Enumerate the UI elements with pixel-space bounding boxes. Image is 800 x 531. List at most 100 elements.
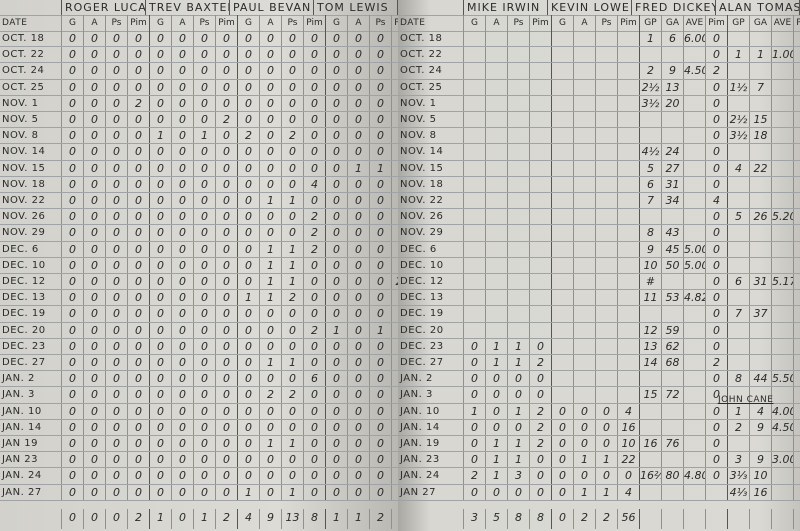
stat-cell: 1 [596, 452, 618, 468]
date-spacer [0, 0, 62, 15]
stat-cell: 0 [260, 403, 282, 419]
stat-cell: 0 [348, 31, 370, 47]
stat-cell: 0 [106, 47, 128, 63]
stat-cell: 0 [216, 241, 238, 257]
stat-cell [750, 193, 772, 209]
stat-cell: 0 [150, 257, 172, 273]
stat-cell: 0 [706, 225, 728, 241]
stat-cell [552, 290, 574, 306]
stat-cell: 0 [260, 31, 282, 47]
date-cell: DEC. 12 [0, 274, 62, 290]
stat-cell: 0 [326, 290, 348, 306]
table-row: NOV. 10002000000000000 [0, 95, 398, 112]
stat-cell [464, 241, 486, 257]
stat-cell: 0 [128, 371, 150, 387]
stat-cell: 1 [260, 193, 282, 209]
stat-cell [530, 47, 552, 63]
date-cell: DEC. 23 [398, 338, 464, 354]
stat-cell: 0 [150, 31, 172, 47]
stat-cell: 0 [62, 468, 84, 484]
stat-cell [596, 322, 618, 338]
stat-cell [596, 371, 618, 387]
stat-cell: 0 [326, 112, 348, 128]
stat-cell [772, 355, 794, 371]
stat-cell [596, 176, 618, 192]
stat-cell: 3.00 [772, 452, 794, 468]
stat-cell: 0 [238, 47, 260, 63]
stat-cell: 43 [662, 225, 684, 241]
stat-cell: 2 [282, 128, 304, 144]
stat-cell: 0 [172, 290, 194, 306]
stat-cell: 0 [370, 79, 392, 95]
stat-cell: 0 [574, 419, 596, 435]
date-cell: NOV. 1 [398, 95, 464, 111]
stat-cell: 0 [464, 387, 486, 403]
stat-cell: 0 [128, 144, 150, 160]
stat-cell [464, 274, 486, 290]
stat-cell [728, 387, 750, 403]
stat-cell [772, 387, 794, 403]
date-cell: OCT. 25 [0, 79, 62, 95]
stat-cell: 0 [794, 128, 800, 143]
stat-cell [486, 274, 508, 290]
total-cell: 5 [486, 508, 508, 529]
stat-cell: 4 [728, 160, 750, 176]
stat-cell [596, 128, 618, 144]
stat-cell: 15 [750, 112, 772, 128]
stat-cell: 2 [728, 419, 750, 435]
stat-cell: 1 [150, 128, 172, 144]
stat-cell: 0 [172, 95, 194, 111]
date-cell: NOV. 15 [398, 160, 464, 176]
stat-cell: 0 [282, 403, 304, 419]
stat-cell: 1 [728, 47, 750, 63]
stat-cell [552, 47, 574, 63]
stat-cell: 2 [304, 209, 326, 225]
stat-cell [552, 176, 574, 192]
stat-cell: 0 [128, 209, 150, 225]
stat-cell: 0 [62, 225, 84, 241]
table-row: JAN 27 0 0 0 0 0 1 1 4 4⅓ 16 [398, 484, 800, 501]
stat-cell: 0 [260, 112, 282, 128]
column-header: G [464, 15, 486, 31]
total-cell: 1 [348, 508, 370, 529]
table-row: OCT. 250000000000000000 [0, 79, 398, 96]
stat-cell [728, 322, 750, 338]
stat-cell [530, 209, 552, 225]
stat-cell: 0 [62, 436, 84, 452]
stat-cell: 0 [464, 338, 486, 354]
stat-cell: 0 [370, 306, 392, 322]
stat-cell: 0 [304, 144, 326, 160]
stat-cell [684, 112, 706, 128]
stat-cell: 0 [574, 468, 596, 484]
stat-cell [486, 95, 508, 111]
stat-cell: 0 [530, 371, 552, 387]
table-row: NOV. 140000000000000000 [0, 144, 398, 161]
stat-cell: 0 [530, 452, 552, 468]
date-cell: NOV. 8 [0, 128, 62, 144]
total-cell: 9 [260, 508, 282, 529]
stat-cell: 0 [84, 112, 106, 128]
stat-cell: 22 [618, 452, 640, 468]
stat-cell: 0 [282, 112, 304, 128]
stat-cell: 0 [194, 468, 216, 484]
stat-cell [772, 63, 794, 79]
stat-cell [530, 257, 552, 273]
stat-cell: 0 [62, 419, 84, 435]
stat-cell: 0 [282, 322, 304, 338]
stat-cell: 0 [464, 484, 486, 500]
total-cell: 4 [238, 508, 260, 529]
stat-cell: 0 [194, 290, 216, 306]
table-row: NOV. 180000000000040000 [0, 176, 398, 193]
stat-cell [574, 95, 596, 111]
stat-cell: 0 [370, 63, 392, 79]
stat-cell [486, 128, 508, 144]
stat-cell: 0 [794, 436, 800, 451]
stat-cell [618, 47, 640, 63]
stat-cell [574, 257, 596, 273]
stat-cell: 7 [640, 193, 662, 209]
stat-cell: 0 [304, 257, 326, 273]
stat-cell: 0 [62, 47, 84, 63]
stat-cell: 12 [640, 322, 662, 338]
stat-cell: 0 [794, 387, 800, 402]
stat-cell: 0 [326, 63, 348, 79]
